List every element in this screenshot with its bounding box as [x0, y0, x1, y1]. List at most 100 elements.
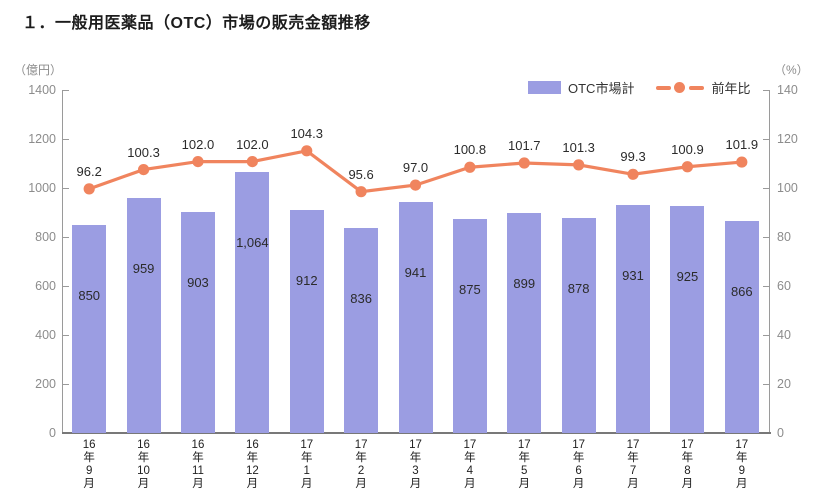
x-axis-category-label: 16 年 11 月	[191, 439, 205, 490]
x-axis-category-label: 17 年 7 月	[626, 439, 640, 490]
bar-value-label: 959	[132, 261, 155, 277]
bar	[344, 228, 379, 433]
x-axis-category-label: 17 年 8 月	[681, 439, 694, 490]
x-axis-category-label: 16 年 10 月	[137, 439, 150, 490]
bar-value-label: 878	[567, 280, 590, 296]
x-axis-category-label: 16 年 9 月	[82, 439, 96, 490]
line-marker	[627, 168, 639, 180]
x-axis-category-label: 17 年 5 月	[517, 439, 531, 490]
bar-value-label: 931	[622, 267, 644, 283]
left-axis-tick-label: 800	[35, 230, 56, 244]
legend-bar-label: OTC市場計	[568, 80, 635, 96]
line-value-label: 102.0	[181, 136, 215, 152]
right-axis-unit-label: （%）	[774, 63, 809, 77]
bar	[72, 224, 107, 433]
legend-line-label: 前年比	[711, 80, 751, 96]
line-value-label: 104.3	[290, 125, 323, 141]
line-value-label: 96.2	[76, 163, 102, 179]
bar	[235, 172, 270, 433]
line-marker	[464, 161, 476, 173]
left-axis-tick-label: 0	[49, 426, 56, 440]
x-axis-category-label: 17 年 9 月	[735, 439, 749, 490]
bar	[289, 209, 324, 433]
right-axis-tick	[763, 335, 769, 336]
x-axis-category-label: 16 年 12 月	[245, 439, 259, 490]
left-axis-tick	[63, 384, 69, 385]
line-marker	[301, 145, 313, 157]
x-axis-category-label: 17 年 1 月	[300, 439, 314, 490]
right-axis-tick-label: 60	[777, 279, 791, 293]
page-title: １．一般用医薬品（OTC）市場の販売金額推移	[22, 15, 371, 32]
legend-line-marker-icon	[674, 81, 686, 93]
bar	[670, 206, 705, 433]
right-axis-tick	[763, 286, 769, 287]
left-axis-tick	[63, 90, 69, 91]
line-value-label: 101.9	[725, 137, 759, 153]
right-axis-tick-label: 0	[777, 426, 784, 440]
line-marker	[137, 163, 150, 176]
bar	[616, 204, 651, 433]
right-axis-tick-label: 40	[777, 328, 791, 342]
right-axis-tick-label: 120	[777, 132, 798, 146]
right-axis-tick-label: 80	[777, 230, 791, 244]
right-axis-tick	[763, 237, 769, 238]
line-value-label: 101.3	[562, 139, 595, 155]
bar	[507, 212, 542, 433]
left-axis-tick	[63, 188, 69, 189]
left-axis-tick-label: 200	[35, 377, 56, 391]
line-marker	[409, 179, 422, 191]
x-axis-category-label: 17 年 6 月	[572, 439, 586, 490]
bar-value-label: 850	[78, 287, 101, 303]
bar-value-label: 912	[295, 272, 318, 288]
x-axis-category-label: 17 年 4 月	[463, 439, 477, 490]
left-axis-tick-label: 600	[35, 279, 56, 293]
bar-value-label: 1,064	[236, 235, 269, 251]
bar-value-label: 836	[350, 291, 372, 307]
bar	[724, 220, 759, 433]
line-marker	[681, 161, 694, 173]
line-marker	[355, 186, 367, 198]
line-marker	[518, 157, 530, 169]
line-marker	[736, 156, 748, 168]
left-axis-tick	[63, 286, 69, 287]
x-axis-category-label: 17 年 3 月	[409, 439, 422, 490]
right-axis-line	[769, 90, 770, 433]
legend-line-dash-icon	[656, 85, 672, 90]
right-axis-tick	[763, 384, 769, 385]
right-axis-tick-label: 20	[777, 377, 791, 391]
line-value-label: 95.6	[348, 166, 374, 182]
left-axis-tick	[63, 237, 69, 238]
legend: OTC市場計 前年比	[528, 79, 751, 96]
line-value-label: 100.3	[127, 144, 160, 160]
right-axis-tick	[763, 139, 769, 140]
bar-value-label: 925	[676, 269, 699, 285]
left-axis-tick	[63, 139, 69, 140]
bar	[180, 211, 215, 433]
right-axis-tick-label: 100	[777, 181, 798, 195]
right-axis-tick-label: 140	[777, 83, 798, 97]
bar-value-label: 903	[187, 274, 209, 290]
x-axis-category-label: 17 年 2 月	[354, 439, 368, 490]
left-axis-tick-label: 1200	[28, 132, 56, 146]
legend-line-dash-icon	[689, 85, 705, 90]
left-axis-tick-label: 1000	[28, 181, 56, 195]
legend-bar-swatch	[528, 80, 561, 94]
line-value-label: 99.3	[620, 149, 646, 165]
line-value-label: 102.0	[236, 136, 269, 152]
left-axis-line	[62, 90, 63, 433]
line-value-label: 97.0	[402, 160, 429, 176]
bar	[561, 217, 596, 433]
bar-value-label: 899	[513, 275, 536, 291]
line-marker	[192, 156, 204, 168]
bar-value-label: 866	[730, 283, 753, 299]
line-value-label: 100.9	[671, 141, 704, 157]
right-axis-tick	[763, 90, 769, 91]
line-marker	[573, 159, 585, 171]
line-marker	[246, 156, 258, 168]
bar-value-label: 941	[404, 265, 427, 281]
left-axis-unit-label: （億円）	[14, 63, 63, 77]
bar	[398, 202, 433, 433]
